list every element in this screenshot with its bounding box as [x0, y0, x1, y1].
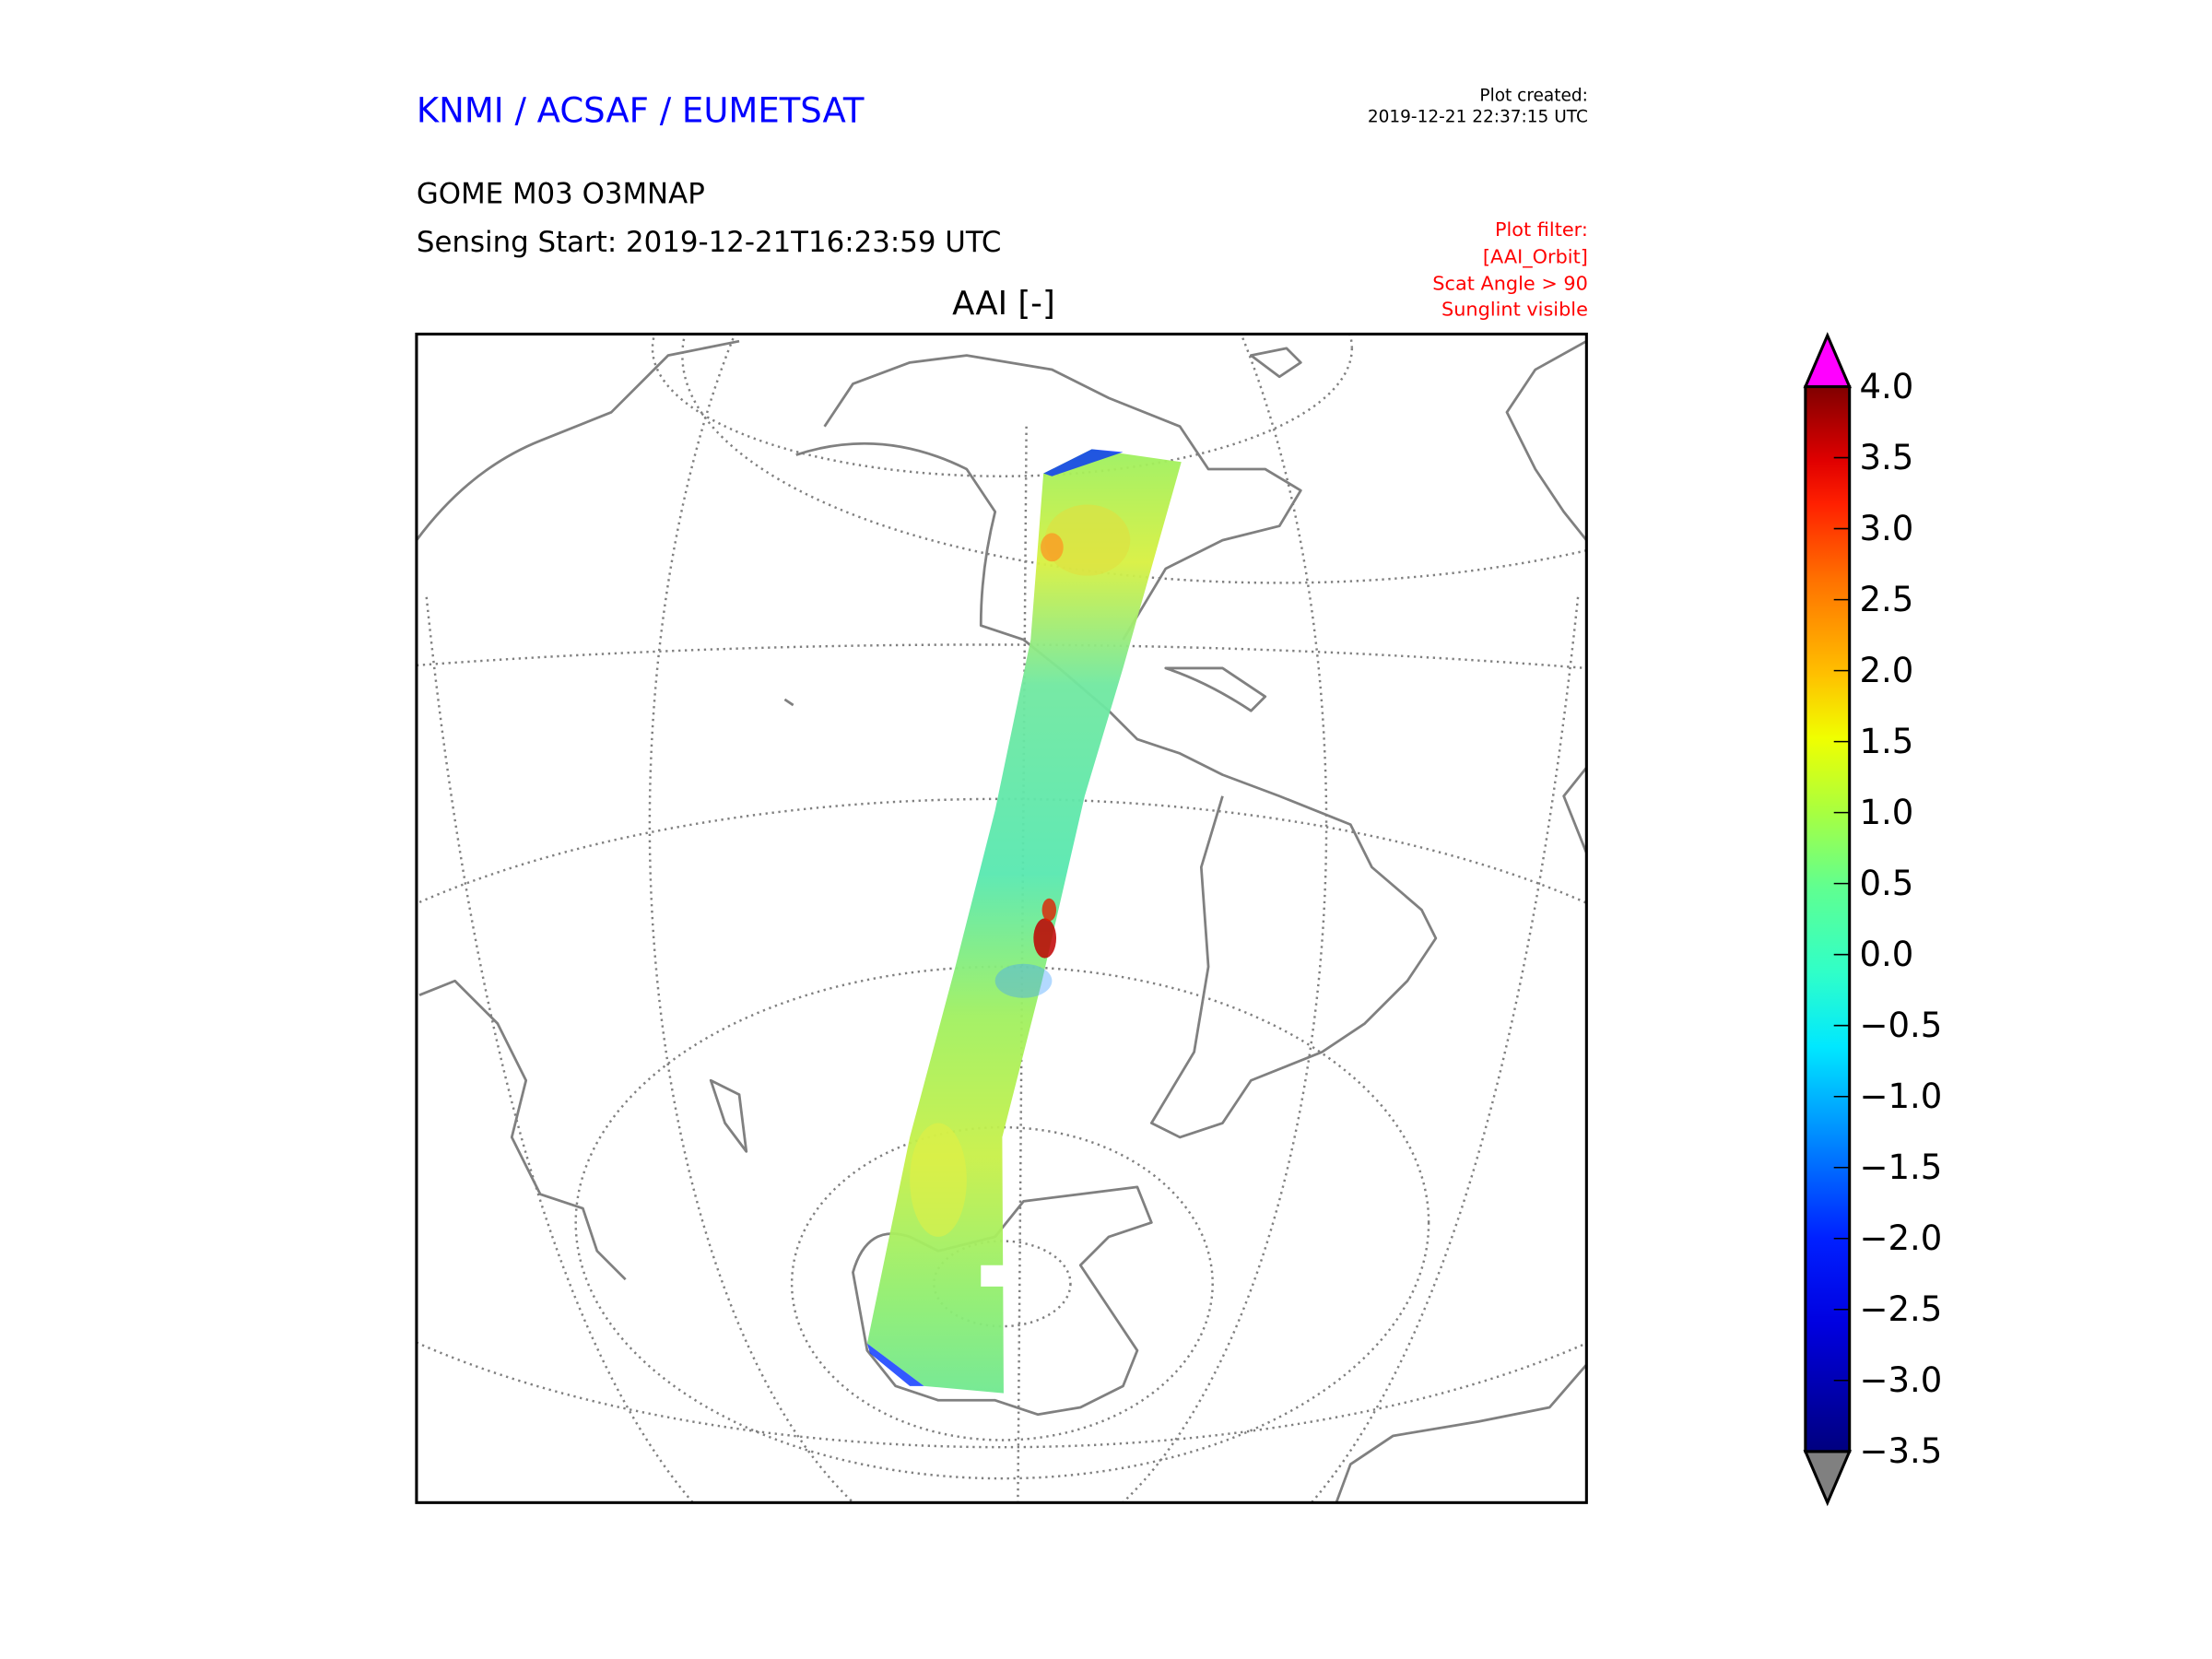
map-title: AAI [-]	[952, 285, 1055, 323]
colorbar-tick-label: −1.0	[1859, 1077, 1942, 1116]
colorbar-tick-label: −2.5	[1859, 1289, 1942, 1329]
aai-swath	[866, 449, 1182, 1394]
map-area	[416, 334, 1587, 1503]
colorbar-tick-label: 2.5	[1859, 580, 1913, 619]
colorbar-tick-label: −1.5	[1859, 1147, 1942, 1187]
filter-line: Sunglint visible	[1441, 298, 1588, 320]
colorbar-tick-label: 0.0	[1859, 935, 1913, 974]
colorbar-tick-label: 1.5	[1859, 722, 1913, 761]
coastlines	[416, 339, 1587, 1503]
colorbar-tick-label: −0.5	[1859, 1006, 1942, 1045]
product-title: GOME M03 O3MNAP	[417, 178, 705, 211]
colorbar-ticks: 4.0 3.5 3.0 2.5 2.0 1.5 1.0 0.5 0.0 −0.5 −1.0 −1.5 −…	[1833, 367, 1942, 1471]
colorbar-over-triangle	[1803, 332, 1853, 389]
map-frame	[415, 332, 1588, 1504]
colorbar-tick-label: 2.0	[1859, 651, 1913, 690]
plot-created-time: 2019-12-21 22:37:15 UTC	[1368, 108, 1588, 127]
colorbar-tick-label: −3.5	[1859, 1431, 1942, 1471]
colorbar-tick-label: −2.0	[1859, 1218, 1942, 1258]
colorbar-tick-label: 0.5	[1859, 864, 1913, 903]
org-title: KNMI / ACSAF / EUMETSAT	[417, 91, 865, 131]
colorbar-tick-label: 1.0	[1859, 793, 1913, 832]
filter-line: [AAI_Orbit]	[1483, 245, 1588, 268]
sensing-start: Sensing Start: 2019-12-21T16:23:59 UTC	[417, 226, 1001, 259]
colorbar: 4.0 3.5 3.0 2.5 2.0 1.5 1.0 0.5 0.0 −0.5 −1.0 −1.5 −…	[1803, 332, 1942, 1507]
colorbar-tick-label: 3.5	[1859, 438, 1913, 477]
colorbar-tick-label: 4.0	[1859, 367, 1913, 406]
colorbar-tick-label: 3.0	[1859, 509, 1913, 548]
plot-created-label: Plot created:	[1479, 87, 1587, 106]
filter-line: Plot filter:	[1495, 218, 1588, 241]
filter-line: Scat Angle > 90	[1432, 273, 1588, 295]
plot-filter: Plot filter: [AAI_Orbit] Scat Angle > 90…	[1432, 218, 1588, 320]
colorbar-tick-label: −3.0	[1859, 1360, 1942, 1400]
colorbar-under-triangle	[1803, 1450, 1853, 1507]
colorbar-gradient	[1804, 384, 1852, 1453]
